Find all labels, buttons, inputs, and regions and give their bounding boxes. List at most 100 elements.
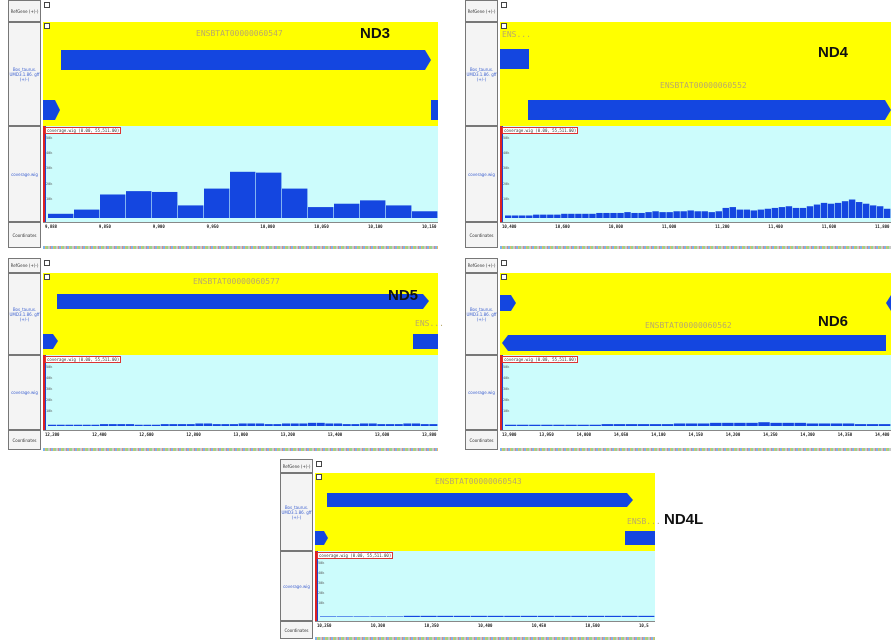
refgene-track-label[interactable]: RefGene (+)-)	[465, 258, 498, 273]
expand-icon[interactable]	[501, 274, 507, 280]
coverage-bar	[143, 424, 152, 426]
coordinate-tick-label: 12,600	[139, 432, 154, 437]
coverage-bar	[565, 424, 577, 426]
coverage-track: coverage.wig (0.00, 55,511.00) 50k 40k 30k…	[500, 355, 891, 430]
coverage-bar	[529, 424, 541, 426]
coverage-bar	[160, 424, 169, 426]
coverage-bar	[56, 424, 65, 426]
coverage-bar	[782, 422, 794, 426]
coordinate-tick-label: 14,200	[725, 432, 741, 437]
coverage-bar	[830, 423, 843, 426]
refgene-track-label[interactable]: RefGene (+)-)	[8, 258, 41, 273]
y-tick-label: 20k	[503, 181, 510, 186]
y-tick-label: 30k	[46, 387, 53, 391]
coverage-bar	[575, 213, 582, 218]
coverage-track-label[interactable]: coverage.wig	[8, 126, 41, 222]
coordinates-track-label: Coordinates	[8, 430, 41, 450]
coverage-bar	[169, 424, 178, 426]
coordinate-ruler: 12,200 12,400 12,600 12,800 13,000 13,200 13,4…	[43, 430, 438, 451]
expand-icon[interactable]	[316, 461, 322, 467]
coordinate-ruler: 10,250 10,300 10,350 10,400 10,450 10,500 10,5	[315, 621, 655, 640]
expand-icon[interactable]	[501, 23, 507, 29]
coverage-track-label[interactable]: coverage.wig	[8, 355, 41, 430]
coverage-bar	[770, 422, 782, 426]
coverage-bar	[48, 424, 57, 426]
panel-nd4: RefGene (+)-) Bos_taurus. UMD3.1.86. gff…	[465, 0, 891, 249]
coverage-bar	[420, 615, 437, 617]
coverage-bar	[342, 424, 351, 426]
coverage-bar	[386, 424, 395, 426]
coverage-bar	[813, 204, 821, 218]
coverage-bar	[505, 424, 517, 426]
coverage-bar	[659, 212, 666, 218]
coverage-bar	[360, 423, 369, 426]
coverage-bar	[729, 207, 736, 218]
expand-icon[interactable]	[501, 260, 507, 266]
feature-fragment	[315, 531, 328, 545]
gff-track-label[interactable]: Bos_taurus. UMD3.1.86. gff (+/-)	[280, 473, 313, 551]
panel-nd6: RefGene (+)-) Bos_taurus. UMD3.1.86. gff…	[465, 258, 891, 451]
coverage-bar	[553, 424, 565, 426]
coverage-bar	[412, 423, 421, 426]
coverage-track-label[interactable]: coverage.wig	[280, 551, 313, 621]
coverage-bar	[554, 214, 561, 218]
coverage-bar	[100, 194, 126, 218]
panel-nd4l: RefGene (+)-) Bos_taurus. UMD3.1.86. gff…	[280, 459, 703, 640]
coverage-bar	[152, 424, 161, 426]
y-tick-label: 40k	[46, 376, 53, 380]
coordinate-tick-label: 14,000	[576, 432, 592, 437]
coordinate-tick-label: 13,900	[502, 432, 517, 437]
coordinate-tick-label: 10,100	[368, 224, 383, 229]
expand-icon[interactable]	[44, 274, 50, 280]
coverage-bar	[533, 214, 540, 218]
coverage-track-label[interactable]: coverage.wig	[465, 126, 498, 222]
coverage-bar	[65, 424, 74, 426]
refgene-track-label[interactable]: RefGene (+)-)	[8, 0, 41, 22]
coverage-bar	[571, 615, 588, 617]
expand-icon[interactable]	[316, 474, 322, 480]
coordinate-tick-label: 11,000	[661, 224, 677, 229]
gff-track-label[interactable]: Bos_taurus. UMD3.1.86. gff (+/-)	[465, 22, 498, 126]
expand-icon[interactable]	[501, 2, 507, 8]
expand-icon[interactable]	[44, 260, 50, 266]
y-tick-label: 20k	[46, 181, 53, 186]
coverage-bar	[353, 616, 370, 617]
coverage-bar	[757, 209, 765, 218]
gff-track-label[interactable]: Bos_taurus. UMD3.1.86. gff (+/-)	[8, 273, 41, 355]
y-tick-label: 40k	[503, 376, 510, 380]
coverage-bar	[256, 172, 282, 218]
panel-nd5: RefGene (+)-) Bos_taurus. UMD3.1.86. gff…	[8, 258, 444, 451]
coverage-bar	[855, 202, 863, 218]
coordinate-tick-label: 10,150	[422, 224, 437, 229]
coverage-bar	[100, 424, 109, 426]
gff-track-label[interactable]: Bos_taurus. UMD3.1.86. gff (+/-)	[465, 273, 498, 355]
coordinate-tick-label: 14,250	[763, 432, 778, 437]
coverage-bars	[48, 422, 438, 426]
coverage-bar	[82, 424, 91, 426]
coverage-bar	[785, 206, 793, 218]
gene-label-nd6: ND6	[818, 313, 849, 330]
gene-label-nd4l: ND4L	[664, 511, 704, 528]
coverage-bar	[866, 424, 879, 426]
coverage-bar	[334, 203, 360, 218]
coverage-track-label[interactable]: coverage.wig	[465, 355, 498, 430]
refgene-track-label[interactable]: RefGene (+)-)	[465, 0, 498, 22]
expand-icon[interactable]	[44, 23, 50, 29]
y-tick-label: 30k	[503, 387, 510, 391]
coverage-bar	[685, 423, 698, 426]
gff-track-label[interactable]: Bos_taurus. UMD3.1.86. gff (+/-)	[8, 22, 41, 126]
coverage-title: coverage.wig (0.00, 55,511.00)	[317, 552, 394, 559]
transcript-name: ENSBTAT00000060547	[196, 29, 283, 38]
coverage-bars	[48, 171, 438, 218]
coverage-bar	[736, 209, 744, 218]
coordinate-tick-label: 10,300	[370, 623, 386, 628]
coverage-bar	[351, 424, 360, 426]
coordinate-tick-label: 13,950	[539, 432, 554, 437]
expand-icon[interactable]	[44, 2, 50, 8]
coverage-bar	[603, 212, 610, 218]
coverage-bar	[360, 200, 386, 218]
y-tick-label: 10k	[318, 601, 325, 605]
coordinates-track-label: Coordinates	[280, 621, 313, 639]
coordinate-tick-label: 12,200	[45, 432, 60, 437]
refgene-track-label[interactable]: RefGene (+)-)	[280, 459, 313, 473]
